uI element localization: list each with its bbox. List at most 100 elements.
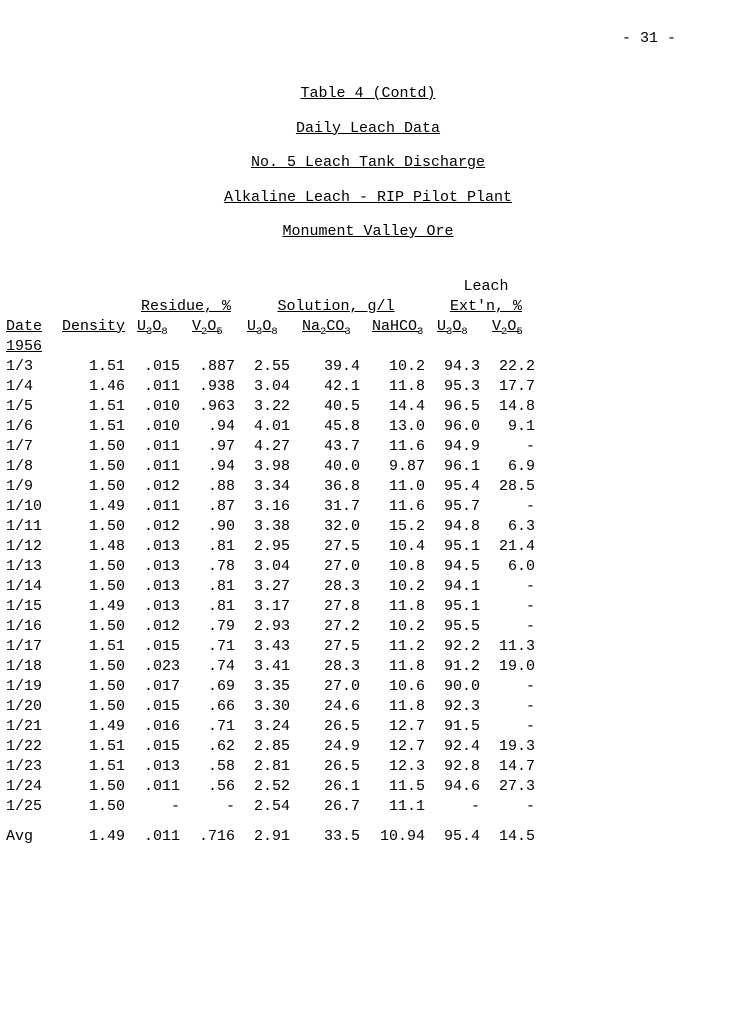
cell-s-nahco3: 13.0 bbox=[366, 415, 431, 435]
cell-s-na2co3: 26.7 bbox=[296, 795, 366, 815]
table-row: 1/161.50.012.792.9327.210.295.5- bbox=[0, 615, 541, 635]
table-row: 1/121.48.013.812.9527.510.495.121.4 bbox=[0, 535, 541, 555]
cell-date: 1/8 bbox=[0, 455, 56, 475]
table-row: 1/171.51.015.713.4327.511.292.211.3 bbox=[0, 635, 541, 655]
cell-s-nahco3: 11.8 bbox=[366, 375, 431, 395]
cell-e-u3o8: 95.4 bbox=[431, 825, 486, 845]
cell-r-u3o8: .023 bbox=[131, 655, 186, 675]
cell-s-na2co3: 45.8 bbox=[296, 415, 366, 435]
cell-e-u3o8: 95.1 bbox=[431, 535, 486, 555]
cell-s-u3o8: 3.27 bbox=[241, 575, 296, 595]
cell-density: 1.50 bbox=[56, 775, 131, 795]
cell-s-nahco3: 11.6 bbox=[366, 435, 431, 455]
cell-e-v2o5: - bbox=[486, 615, 541, 635]
cell-density: 1.50 bbox=[56, 455, 131, 475]
cell-date: 1/11 bbox=[0, 515, 56, 535]
cell-s-na2co3: 26.5 bbox=[296, 755, 366, 775]
cell-r-v2o5: .81 bbox=[186, 595, 241, 615]
cell-r-v2o5: .71 bbox=[186, 715, 241, 735]
cell-density: 1.50 bbox=[56, 515, 131, 535]
table-row: 1/61.51.010.944.0145.813.096.09.1 bbox=[0, 415, 541, 435]
cell-date: 1/16 bbox=[0, 615, 56, 635]
cell-s-nahco3: 12.3 bbox=[366, 755, 431, 775]
cell-r-u3o8: .011 bbox=[131, 435, 186, 455]
cell-s-u3o8: 3.04 bbox=[241, 555, 296, 575]
cell-r-v2o5: .62 bbox=[186, 735, 241, 755]
table-body: 1/31.51.015.8872.5539.410.294.322.21/41.… bbox=[0, 355, 541, 845]
cell-e-u3o8: 92.2 bbox=[431, 635, 486, 655]
cell-s-na2co3: 42.1 bbox=[296, 375, 366, 395]
cell-e-v2o5: - bbox=[486, 575, 541, 595]
cell-date: 1/13 bbox=[0, 555, 56, 575]
table-row: 1/251.50--2.5426.711.1-- bbox=[0, 795, 541, 815]
cell-date: 1/18 bbox=[0, 655, 56, 675]
cell-e-v2o5: 6.9 bbox=[486, 455, 541, 475]
cell-s-u3o8: 3.24 bbox=[241, 715, 296, 735]
cell-e-u3o8: 94.1 bbox=[431, 575, 486, 595]
cell-e-u3o8: 94.3 bbox=[431, 355, 486, 375]
head-s-na2co3: Na2CO3 bbox=[302, 318, 351, 335]
cell-s-u3o8: 4.27 bbox=[241, 435, 296, 455]
title-ore: Monument Valley Ore bbox=[282, 218, 453, 247]
cell-date: 1/15 bbox=[0, 595, 56, 615]
cell-r-v2o5: .81 bbox=[186, 575, 241, 595]
title-tank: No. 5 Leach Tank Discharge bbox=[251, 149, 485, 178]
cell-date: 1/17 bbox=[0, 635, 56, 655]
head-r-v2o5: V2O5 bbox=[192, 318, 223, 335]
cell-s-u3o8: 3.98 bbox=[241, 455, 296, 475]
cell-density: 1.49 bbox=[56, 595, 131, 615]
cell-r-v2o5: .66 bbox=[186, 695, 241, 715]
cell-density: 1.51 bbox=[56, 395, 131, 415]
cell-e-v2o5: 22.2 bbox=[486, 355, 541, 375]
cell-s-nahco3: 10.8 bbox=[366, 555, 431, 575]
cell-r-u3o8: .013 bbox=[131, 755, 186, 775]
cell-s-na2co3: 24.9 bbox=[296, 735, 366, 755]
cell-r-u3o8: .017 bbox=[131, 675, 186, 695]
cell-date: 1/21 bbox=[0, 715, 56, 735]
cell-date: 1/25 bbox=[0, 795, 56, 815]
table-head: Leach Residue, % Solution, g/l Ext'n, % … bbox=[0, 275, 541, 355]
cell-r-u3o8: .011 bbox=[131, 825, 186, 845]
cell-s-u3o8: 3.35 bbox=[241, 675, 296, 695]
cell-s-u3o8: 2.85 bbox=[241, 735, 296, 755]
cell-density: 1.50 bbox=[56, 555, 131, 575]
cell-s-u3o8: 3.22 bbox=[241, 395, 296, 415]
head-s-nahco3: NaHCO3 bbox=[372, 318, 423, 335]
cell-e-v2o5: 19.0 bbox=[486, 655, 541, 675]
cell-date: 1/7 bbox=[0, 435, 56, 455]
cell-s-u3o8: 3.30 bbox=[241, 695, 296, 715]
cell-density: 1.50 bbox=[56, 675, 131, 695]
cell-e-v2o5: 14.7 bbox=[486, 755, 541, 775]
cell-s-na2co3: 39.4 bbox=[296, 355, 366, 375]
cell-r-v2o5: .97 bbox=[186, 435, 241, 455]
cell-s-u3o8: 2.95 bbox=[241, 535, 296, 555]
cell-date: 1/20 bbox=[0, 695, 56, 715]
data-table: Leach Residue, % Solution, g/l Ext'n, % … bbox=[0, 275, 541, 845]
cell-e-u3o8: 95.7 bbox=[431, 495, 486, 515]
head-density: Density bbox=[62, 318, 125, 335]
cell-r-u3o8: .013 bbox=[131, 555, 186, 575]
cell-e-v2o5: 11.3 bbox=[486, 635, 541, 655]
cell-s-nahco3: 12.7 bbox=[366, 735, 431, 755]
cell-s-na2co3: 26.1 bbox=[296, 775, 366, 795]
cell-e-v2o5: 14.5 bbox=[486, 825, 541, 845]
cell-e-v2o5: 19.3 bbox=[486, 735, 541, 755]
head-residue: Residue, % bbox=[141, 298, 231, 315]
title-table: Table 4 (Contd) bbox=[300, 80, 435, 109]
cell-r-u3o8: .012 bbox=[131, 515, 186, 535]
cell-s-u3o8: 3.43 bbox=[241, 635, 296, 655]
table-row: 1/41.46.011.9383.0442.111.895.317.7 bbox=[0, 375, 541, 395]
cell-density: 1.50 bbox=[56, 575, 131, 595]
cell-s-nahco3: 11.8 bbox=[366, 695, 431, 715]
cell-s-nahco3: 10.2 bbox=[366, 355, 431, 375]
cell-r-v2o5: .79 bbox=[186, 615, 241, 635]
cell-e-v2o5: 6.3 bbox=[486, 515, 541, 535]
cell-e-v2o5: - bbox=[486, 675, 541, 695]
head-e-v2o5: V2O5 bbox=[492, 318, 523, 335]
cell-s-na2co3: 27.0 bbox=[296, 675, 366, 695]
cell-e-v2o5: 21.4 bbox=[486, 535, 541, 555]
table-row: 1/71.50.011.974.2743.711.694.9- bbox=[0, 435, 541, 455]
cell-s-na2co3: 27.5 bbox=[296, 635, 366, 655]
cell-density: 1.49 bbox=[56, 495, 131, 515]
cell-density: 1.49 bbox=[56, 825, 131, 845]
